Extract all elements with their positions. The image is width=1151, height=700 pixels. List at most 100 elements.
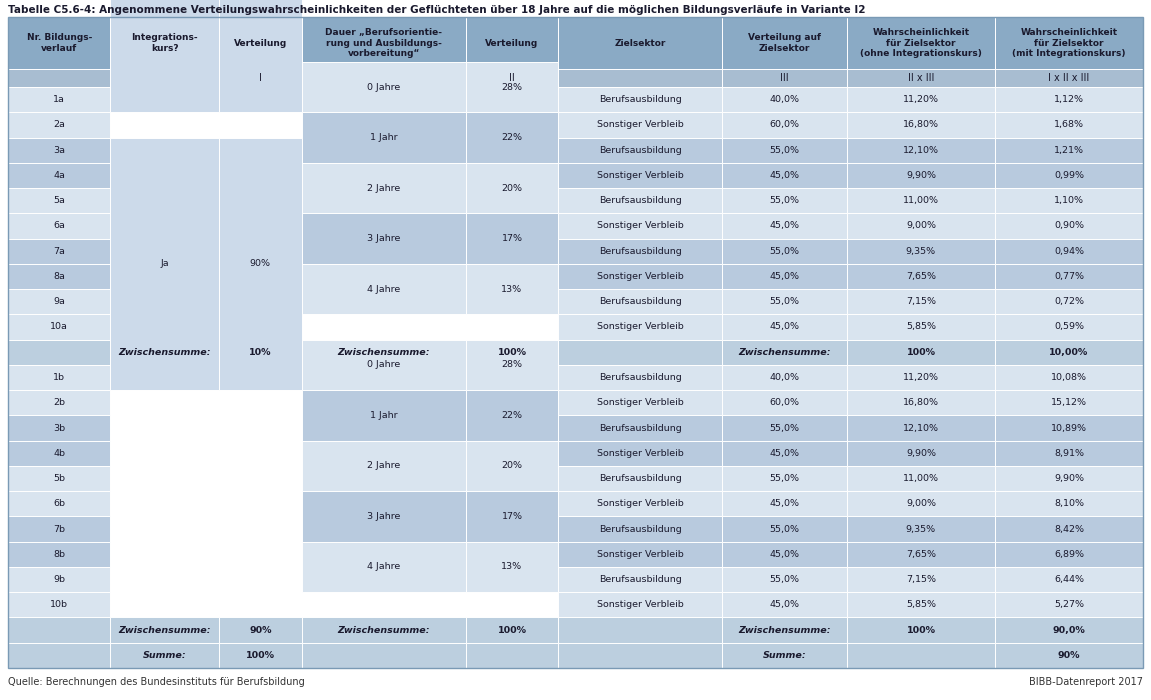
- Text: 17%: 17%: [502, 234, 523, 243]
- Text: 0 Jahre: 0 Jahre: [367, 360, 401, 370]
- Bar: [558, 214, 723, 239]
- Bar: [723, 643, 847, 668]
- Text: Zwischensumme:: Zwischensumme:: [119, 348, 211, 357]
- Text: 3a: 3a: [53, 146, 66, 155]
- Bar: [302, 163, 466, 214]
- Bar: [466, 643, 558, 668]
- Bar: [302, 340, 466, 365]
- Text: 90%: 90%: [1058, 651, 1081, 660]
- Text: Berufsausbildung: Berufsausbildung: [599, 196, 681, 205]
- Bar: [8, 592, 110, 617]
- Bar: [994, 365, 1143, 390]
- Bar: [994, 264, 1143, 289]
- Text: 6b: 6b: [53, 499, 66, 508]
- Bar: [466, 340, 558, 390]
- Text: 6a: 6a: [53, 221, 66, 230]
- Bar: [847, 264, 994, 289]
- Text: Sonstiger Verbleib: Sonstiger Verbleib: [597, 449, 684, 458]
- Bar: [466, 491, 558, 542]
- Text: Summe:: Summe:: [763, 651, 807, 660]
- Text: Verteilung: Verteilung: [486, 38, 539, 48]
- Text: 5a: 5a: [53, 196, 66, 205]
- Text: II: II: [509, 73, 514, 83]
- Bar: [302, 643, 466, 668]
- Text: 7,65%: 7,65%: [906, 550, 936, 559]
- Bar: [8, 441, 110, 466]
- Text: 4a: 4a: [53, 171, 66, 180]
- Bar: [847, 17, 994, 69]
- Text: 45,0%: 45,0%: [770, 499, 800, 508]
- Text: 28%: 28%: [502, 83, 523, 92]
- Text: 55,0%: 55,0%: [770, 524, 800, 533]
- Bar: [847, 542, 994, 567]
- Text: 40,0%: 40,0%: [770, 95, 800, 104]
- Bar: [466, 214, 558, 264]
- Text: 100%: 100%: [497, 626, 526, 635]
- Bar: [466, 17, 558, 69]
- Bar: [847, 592, 994, 617]
- Bar: [723, 517, 847, 542]
- Bar: [558, 390, 723, 415]
- Bar: [994, 69, 1143, 87]
- Bar: [8, 390, 110, 415]
- Text: 1b: 1b: [53, 373, 66, 382]
- Text: 7,15%: 7,15%: [906, 575, 936, 584]
- Bar: [723, 137, 847, 163]
- Bar: [994, 491, 1143, 517]
- Text: 2a: 2a: [53, 120, 66, 130]
- Text: 0,94%: 0,94%: [1054, 246, 1084, 256]
- Text: Berufsausbildung: Berufsausbildung: [599, 575, 681, 584]
- Bar: [847, 567, 994, 592]
- Bar: [302, 542, 466, 592]
- Text: 1 Jahr: 1 Jahr: [369, 133, 397, 142]
- Bar: [994, 163, 1143, 188]
- Text: 45,0%: 45,0%: [770, 272, 800, 281]
- Bar: [723, 466, 847, 491]
- Text: Sonstiger Verbleib: Sonstiger Verbleib: [597, 272, 684, 281]
- Text: 7,15%: 7,15%: [906, 298, 936, 306]
- Text: 45,0%: 45,0%: [770, 601, 800, 609]
- Text: 8b: 8b: [53, 550, 66, 559]
- Text: 55,0%: 55,0%: [770, 246, 800, 256]
- Text: Tabelle C5.6-4: Angenommene Verteilungswahrscheinlichkeiten der Geflüchteten übe: Tabelle C5.6-4: Angenommene Verteilungsw…: [8, 5, 866, 15]
- Text: 1a: 1a: [53, 95, 66, 104]
- Text: 45,0%: 45,0%: [770, 449, 800, 458]
- Text: 9,90%: 9,90%: [906, 171, 936, 180]
- Text: 15,12%: 15,12%: [1051, 398, 1087, 407]
- Bar: [466, 542, 558, 592]
- Text: 16,80%: 16,80%: [902, 120, 939, 130]
- Text: 11,20%: 11,20%: [902, 373, 939, 382]
- Text: Summe:: Summe:: [143, 651, 186, 660]
- Text: III: III: [780, 73, 788, 83]
- Bar: [558, 542, 723, 567]
- Bar: [847, 441, 994, 466]
- Text: 10b: 10b: [51, 601, 68, 609]
- Text: 0,90%: 0,90%: [1054, 221, 1084, 230]
- Bar: [723, 314, 847, 340]
- Bar: [994, 314, 1143, 340]
- Text: 9,35%: 9,35%: [906, 246, 936, 256]
- Bar: [994, 390, 1143, 415]
- Bar: [723, 87, 847, 112]
- Text: 16,80%: 16,80%: [902, 398, 939, 407]
- Text: 9b: 9b: [53, 575, 66, 584]
- Text: Ja: Ja: [160, 259, 169, 268]
- Text: Dauer „Berufsorientie-
rung und Ausbildungs-
vorbereitung“: Dauer „Berufsorientie- rung und Ausbildu…: [326, 28, 442, 58]
- Bar: [723, 415, 847, 441]
- Bar: [558, 87, 723, 112]
- Bar: [723, 239, 847, 264]
- Bar: [8, 567, 110, 592]
- Text: 100%: 100%: [497, 348, 526, 357]
- Bar: [994, 441, 1143, 466]
- Bar: [8, 466, 110, 491]
- Text: Integrations-
kurs?: Integrations- kurs?: [131, 34, 198, 52]
- Bar: [723, 340, 847, 365]
- Bar: [847, 239, 994, 264]
- Text: 100%: 100%: [907, 626, 936, 635]
- Text: 9,00%: 9,00%: [906, 499, 936, 508]
- Bar: [558, 17, 723, 69]
- Text: 0,77%: 0,77%: [1054, 272, 1084, 281]
- Text: 90%: 90%: [249, 626, 272, 635]
- Text: 0,72%: 0,72%: [1054, 298, 1084, 306]
- Text: 1,12%: 1,12%: [1054, 95, 1084, 104]
